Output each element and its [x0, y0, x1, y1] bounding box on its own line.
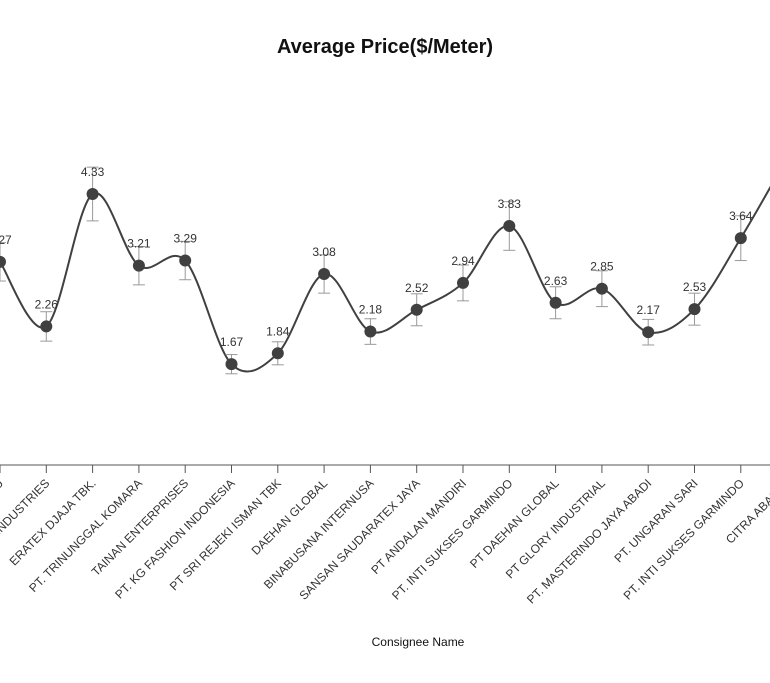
point [40, 320, 53, 333]
point [364, 325, 377, 338]
value-label: 2.85 [590, 260, 614, 274]
point [271, 347, 284, 360]
value-label: 2.52 [405, 281, 429, 295]
point [642, 326, 655, 339]
value-label: 2.63 [544, 274, 568, 288]
chart-title: Average Price($/Meter) [277, 36, 493, 58]
point [179, 254, 192, 267]
x-tick-label: PT DAEHAN GLOBAL [467, 476, 562, 571]
x-tick-label: PT. UNGARAN SARI [612, 476, 701, 565]
point [734, 232, 747, 245]
value-label: 2.94 [451, 254, 475, 268]
value-label: 1.67 [220, 335, 244, 349]
point [503, 220, 516, 233]
point [688, 303, 701, 316]
point [132, 259, 145, 272]
point [86, 188, 99, 201]
x-tick-label: ERATEX DJAJA TBK. [7, 476, 99, 568]
value-label: 3.64 [729, 209, 753, 223]
point [0, 255, 6, 268]
x-axis-title: Consignee Name [372, 635, 465, 649]
point [457, 276, 469, 289]
point [410, 303, 423, 316]
value-label: 1.84 [266, 324, 290, 338]
line [0, 185, 770, 373]
point [318, 267, 331, 280]
value-label: 3.27 [0, 233, 12, 247]
point [225, 358, 238, 371]
point [549, 296, 562, 309]
value-label: 3.83 [498, 197, 522, 211]
value-label: 2.53 [683, 280, 707, 294]
value-label: 3.08 [312, 245, 336, 259]
value-label: 2.18 [359, 303, 383, 317]
value-label: 2.17 [637, 303, 661, 317]
value-label: 3.29 [174, 232, 198, 246]
value-label: 4.33 [81, 165, 105, 179]
value-label: 2.26 [35, 297, 59, 311]
value-label: 3.21 [127, 237, 151, 251]
x-tick-label: U [0, 476, 6, 492]
point [595, 282, 608, 295]
